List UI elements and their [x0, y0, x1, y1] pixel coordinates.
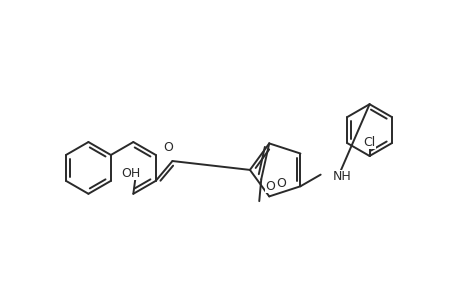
Text: O: O	[163, 141, 173, 154]
Text: O: O	[265, 180, 274, 193]
Text: NH: NH	[332, 170, 351, 183]
Text: O: O	[276, 177, 285, 190]
Text: Cl: Cl	[363, 136, 375, 148]
Text: OH: OH	[122, 167, 140, 180]
